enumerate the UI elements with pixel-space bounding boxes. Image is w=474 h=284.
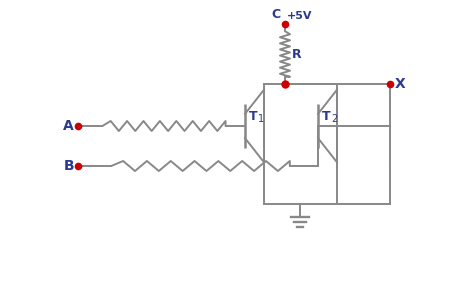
Text: 2: 2 <box>331 114 337 124</box>
Text: T: T <box>249 110 258 122</box>
Text: R: R <box>292 47 301 60</box>
Text: X: X <box>395 77 406 91</box>
Text: +5V: +5V <box>287 11 312 21</box>
Text: B: B <box>64 159 74 173</box>
Text: A: A <box>63 119 74 133</box>
Text: C: C <box>272 8 281 21</box>
Text: 1: 1 <box>258 114 264 124</box>
Text: T: T <box>322 110 331 122</box>
